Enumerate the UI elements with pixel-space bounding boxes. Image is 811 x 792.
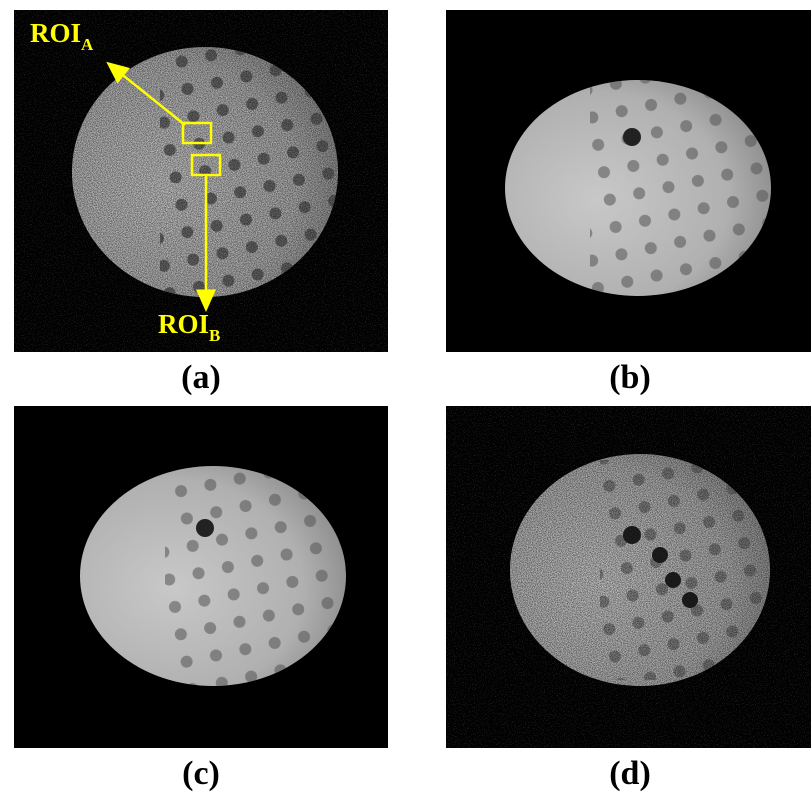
- image-d: [446, 406, 811, 748]
- panel-label: (a): [181, 359, 221, 396]
- image-b: [446, 10, 811, 352]
- image-a: [14, 10, 388, 352]
- roi-a-subscript: A: [81, 35, 94, 54]
- panel-label: (d): [609, 755, 651, 792]
- roi-a-text: ROI: [30, 18, 81, 48]
- roi-b-text: ROI: [158, 309, 209, 339]
- roi-b-subscript: B: [209, 326, 220, 345]
- panel-label: (b): [609, 359, 651, 396]
- figure: ROIA ROIB (a) (b) (c) (d): [0, 0, 811, 792]
- panel-label: (c): [182, 755, 220, 792]
- image-c: [14, 406, 388, 748]
